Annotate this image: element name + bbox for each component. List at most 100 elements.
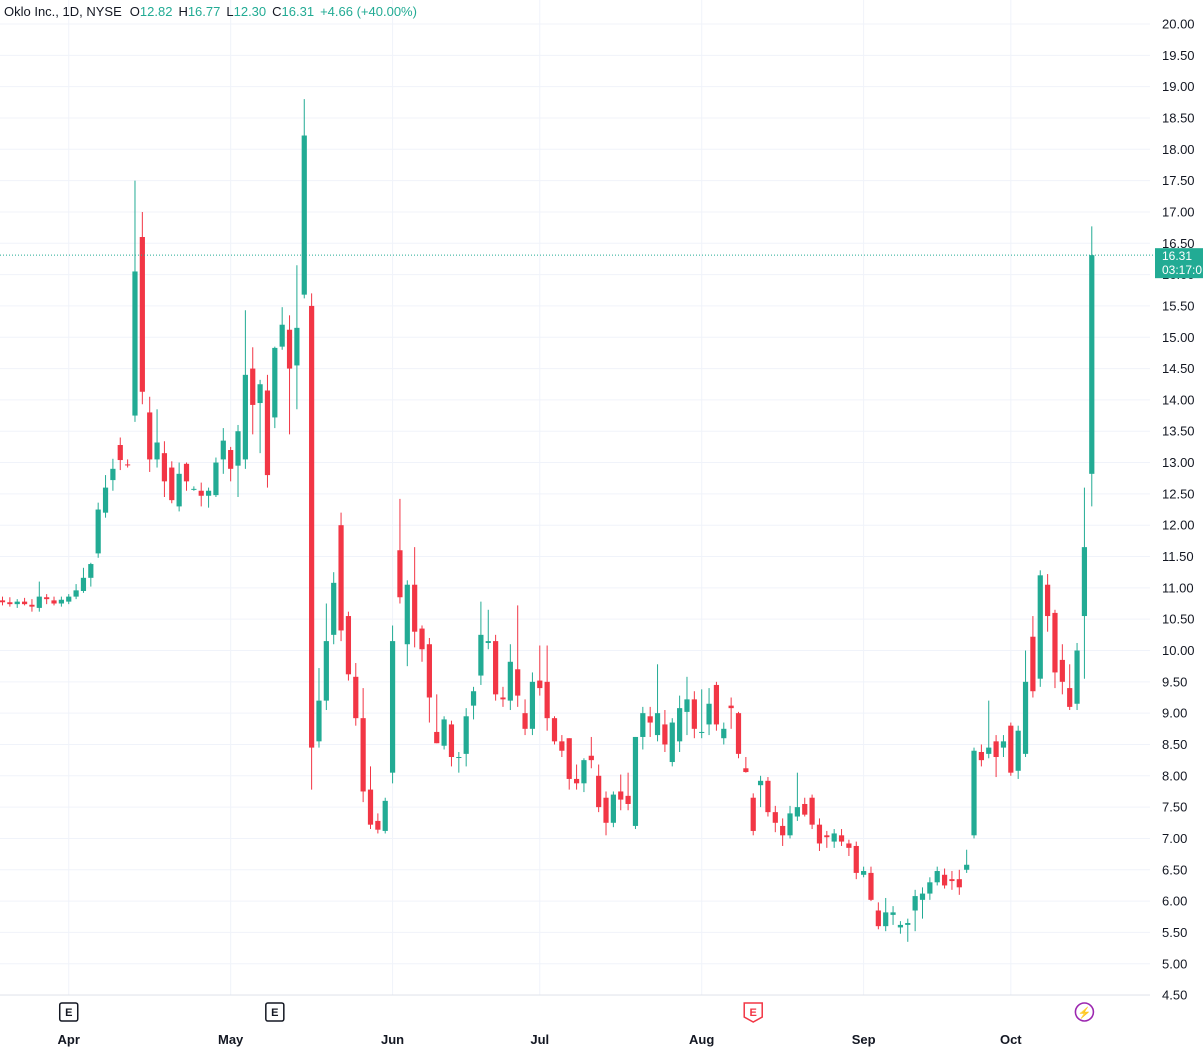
candle-body [485,641,491,643]
candle-body [1052,612,1058,673]
y-tick-label: 12.00 [1162,518,1195,533]
x-tick-label: Oct [1000,1032,1022,1047]
candle-body [1089,255,1095,474]
candle [853,841,859,880]
candle-body [625,795,631,804]
candle-body [441,719,447,746]
candle-body [493,641,499,695]
candle [1015,725,1021,779]
candle-body [934,871,940,883]
candle [721,722,727,745]
candle-body [765,780,771,813]
candle [750,793,756,836]
candle-body [176,473,182,507]
candle [88,562,94,587]
candle-body [183,463,190,482]
candle-body [205,490,212,496]
candle-body [21,601,28,605]
candle-body [1037,575,1043,679]
x-tick-label: Jul [530,1032,549,1047]
candle [191,486,197,491]
candle-body [507,661,513,701]
y-tick-label: 13.50 [1162,424,1195,439]
candle [890,906,896,925]
last-price-tag: 16.31 03:17:0 [1155,248,1203,279]
candle-body [345,616,352,675]
candle [838,829,845,846]
candle [875,902,881,930]
x-tick-label: Apr [58,1032,80,1047]
candle-body [846,843,852,848]
candle-body [80,577,87,591]
candle-body [654,713,661,736]
candle-body [883,912,889,927]
symbol-title[interactable]: Oklo Inc., 1D, NYSE [4,4,122,19]
price-axis[interactable]: 4.50 5.00 5.50 6.00 6.50 7.00 7.50 8.00 8.50 9.00… [1162,17,1195,1003]
candle [949,871,955,890]
candle-body [309,305,315,748]
candle-body [824,835,830,838]
candle-body [213,462,219,496]
candle [728,697,734,729]
candle-body [228,450,234,469]
candle-body [794,807,800,817]
candle-body [360,718,366,792]
candle-body [890,912,896,915]
candle [544,645,550,731]
candle [309,293,315,790]
candle [404,580,410,667]
candle [316,668,322,748]
candle-body [294,327,300,366]
candle [765,777,771,817]
candle-body [875,910,881,927]
candle-body [117,445,123,461]
candle [934,866,940,886]
candle [897,921,904,934]
y-tick-label: 18.00 [1162,142,1195,157]
time-axis[interactable]: Apr May Jun Jul Aug Sep Oct [58,1032,1023,1047]
candle-body [419,628,425,650]
candle-body [331,582,337,635]
candle-body [964,864,970,870]
candle-body [743,768,749,773]
candle [566,738,572,790]
candle [426,637,432,723]
candle [883,897,889,932]
candle [463,708,469,767]
candle [699,689,705,739]
candle [780,818,786,846]
candle-body [728,705,734,709]
candle [529,672,536,736]
candle-body [66,596,72,602]
y-tick-label: 6.00 [1162,894,1187,909]
candle-body [1067,688,1073,707]
candle [147,396,153,472]
candle-body [544,681,550,719]
candle [419,625,425,662]
symbol-legend: Oklo Inc., 1D, NYSE O 12.82 H 16.77 L 12… [4,4,417,19]
candle [618,774,624,811]
candle-body [573,778,580,784]
candle-body [389,641,396,773]
candle-body [36,596,42,608]
candle [353,663,359,726]
close-value: 16.31 [281,4,315,19]
candle-body [853,845,859,873]
candle [242,310,248,469]
candle-body [868,872,874,900]
candle [787,805,793,839]
candle [470,686,477,720]
candle-body [257,384,263,404]
candle-body [272,347,278,418]
candle [294,265,300,410]
candle [382,797,388,834]
candle [338,512,344,642]
candle [588,736,594,769]
y-tick-label: 17.50 [1162,173,1195,188]
earnings-badge-letter: E [750,1007,757,1019]
candle-body [1081,547,1088,617]
price-tag-countdown: 03:17:0 [1162,263,1202,277]
y-tick-label: 11.00 [1162,580,1194,595]
open-value: 12.82 [139,4,173,19]
